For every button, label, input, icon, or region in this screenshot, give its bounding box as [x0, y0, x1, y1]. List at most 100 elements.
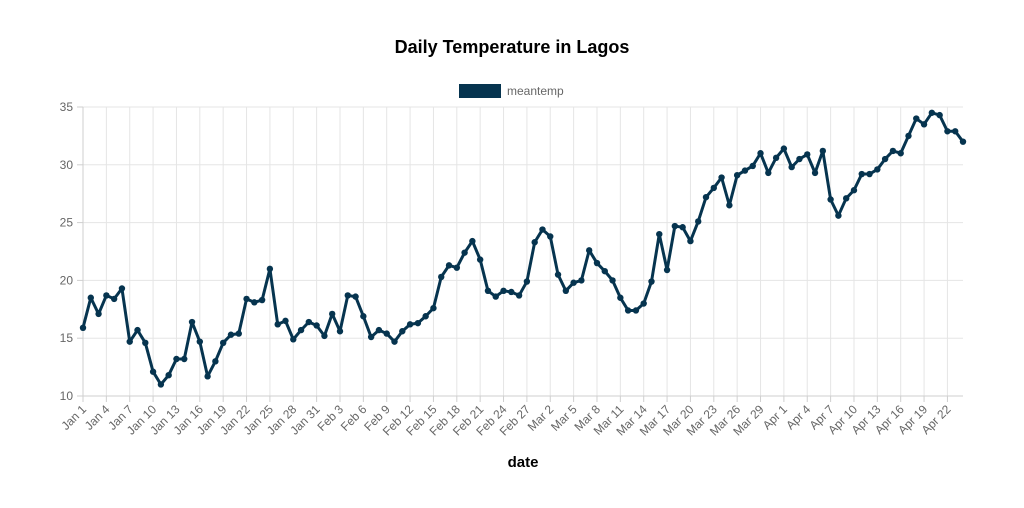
data-point[interactable] — [710, 184, 717, 192]
data-point[interactable] — [656, 230, 663, 238]
data-point[interactable] — [461, 249, 468, 256]
data-point[interactable] — [531, 239, 538, 246]
data-point[interactable] — [430, 304, 437, 312]
data-point[interactable] — [110, 295, 118, 303]
data-point[interactable] — [305, 318, 313, 326]
data-point[interactable] — [944, 128, 951, 135]
data-point[interactable] — [142, 339, 149, 347]
data-point[interactable] — [648, 278, 655, 285]
data-point[interactable] — [103, 292, 110, 299]
data-point[interactable] — [274, 321, 281, 328]
data-point[interactable] — [679, 224, 686, 231]
data-point[interactable] — [422, 313, 429, 320]
data-point[interactable] — [391, 338, 398, 345]
data-point[interactable] — [827, 196, 834, 203]
data-point[interactable] — [445, 262, 453, 269]
data-point[interactable] — [297, 326, 305, 334]
data-point[interactable] — [718, 174, 725, 181]
data-point[interactable] — [788, 163, 795, 171]
data-point[interactable] — [726, 202, 733, 209]
data-point[interactable] — [336, 328, 344, 335]
data-point[interactable] — [344, 292, 351, 299]
data-point[interactable] — [360, 313, 367, 320]
data-point[interactable] — [578, 277, 585, 284]
data-point[interactable] — [476, 256, 484, 263]
data-point[interactable] — [858, 170, 865, 178]
data-point[interactable] — [251, 299, 258, 306]
data-point[interactable] — [375, 326, 383, 334]
data-point[interactable] — [609, 277, 616, 284]
data-point[interactable] — [554, 271, 562, 278]
data-point[interactable] — [469, 237, 476, 245]
data-point[interactable] — [438, 273, 445, 281]
data-point[interactable] — [757, 150, 764, 157]
data-point[interactable] — [188, 318, 196, 326]
data-point[interactable] — [212, 358, 219, 365]
data-point[interactable] — [196, 338, 204, 345]
data-point[interactable] — [920, 121, 928, 128]
data-point[interactable] — [95, 310, 102, 318]
data-point[interactable] — [79, 324, 87, 331]
data-point[interactable] — [881, 155, 889, 163]
data-point[interactable] — [329, 310, 336, 318]
data-point[interactable] — [243, 295, 250, 303]
data-point[interactable] — [866, 170, 873, 178]
legend[interactable]: meantemp — [459, 84, 564, 98]
data-point[interactable] — [913, 115, 920, 122]
data-point[interactable] — [632, 307, 640, 314]
data-point[interactable] — [765, 169, 772, 177]
data-point[interactable] — [118, 285, 126, 292]
data-point[interactable] — [835, 212, 842, 219]
data-point[interactable] — [952, 128, 959, 135]
data-point[interactable] — [796, 155, 803, 163]
data-point[interactable] — [321, 332, 328, 340]
data-point[interactable] — [640, 300, 647, 307]
data-point[interactable] — [157, 381, 165, 388]
data-point[interactable] — [492, 293, 499, 300]
data-point[interactable] — [508, 288, 515, 296]
data-point[interactable] — [204, 373, 211, 380]
data-point[interactable] — [227, 331, 235, 338]
data-point[interactable] — [235, 330, 242, 337]
data-point[interactable] — [539, 226, 546, 233]
data-point[interactable] — [406, 321, 414, 328]
data-point[interactable] — [453, 264, 461, 271]
data-point[interactable] — [772, 154, 780, 162]
data-point[interactable] — [663, 266, 671, 274]
data-point[interactable] — [134, 326, 141, 334]
data-point[interactable] — [695, 218, 702, 225]
data-point[interactable] — [484, 287, 492, 294]
data-point[interactable] — [219, 339, 227, 347]
data-point[interactable] — [601, 267, 608, 275]
data-point[interactable] — [624, 307, 632, 314]
data-point[interactable] — [804, 151, 811, 158]
data-point[interactable] — [936, 111, 943, 119]
data-point[interactable] — [165, 371, 172, 379]
data-point[interactable] — [570, 279, 577, 286]
data-point[interactable] — [811, 169, 819, 177]
data-point[interactable] — [290, 336, 297, 343]
data-point[interactable] — [593, 259, 601, 267]
data-point[interactable] — [515, 292, 523, 299]
data-point[interactable] — [173, 355, 180, 363]
data-point[interactable] — [414, 319, 422, 327]
data-point[interactable] — [126, 338, 133, 345]
data-point[interactable] — [383, 330, 390, 337]
data-point[interactable] — [562, 287, 570, 294]
data-point[interactable] — [258, 296, 266, 304]
data-point[interactable] — [842, 195, 850, 202]
data-point[interactable] — [352, 293, 359, 300]
data-point[interactable] — [585, 247, 593, 254]
data-point[interactable] — [687, 237, 694, 245]
data-point[interactable] — [149, 368, 157, 375]
data-point[interactable] — [523, 278, 531, 285]
data-point[interactable] — [780, 145, 788, 152]
data-point[interactable] — [819, 147, 827, 155]
data-point[interactable] — [897, 150, 904, 157]
data-point[interactable] — [313, 322, 320, 329]
data-point[interactable] — [181, 355, 188, 363]
data-point[interactable] — [617, 294, 624, 301]
data-point[interactable] — [889, 147, 897, 155]
data-point[interactable] — [741, 167, 749, 174]
data-point[interactable] — [749, 162, 756, 170]
